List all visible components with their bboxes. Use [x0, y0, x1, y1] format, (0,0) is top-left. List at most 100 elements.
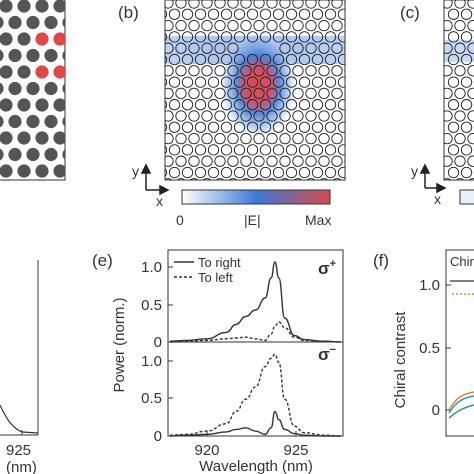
axis-y-label-c: y: [411, 163, 418, 179]
hole: [0, 49, 4, 62]
hole: [168, 121, 181, 133]
hole: [80, 16, 93, 29]
hole: [467, 65, 474, 77]
hole: [53, 164, 65, 178]
hole: [214, 132, 226, 145]
hole: [80, 148, 93, 161]
f-ytick-05: 0.5: [419, 340, 440, 357]
hole: [444, 19, 453, 32]
axis-y-label-b: y: [132, 163, 139, 179]
hole: [181, 53, 194, 66]
hole: [253, 0, 265, 9]
hole: [254, 178, 264, 180]
hole: [194, 31, 207, 43]
hole: [207, 166, 220, 179]
hole: [351, 100, 361, 110]
hole: [266, 132, 278, 145]
hole: [0, 0, 13, 13]
hole: [305, 65, 317, 77]
hole: [364, 167, 374, 177]
hole: [272, 8, 285, 20]
hole: [62, 50, 65, 61]
hole: [272, 166, 285, 179]
hole: [201, 155, 213, 167]
hole: [318, 110, 330, 122]
panel-d: 925 (nm): [0, 260, 39, 474]
hole: [207, 121, 220, 133]
hole: [194, 99, 207, 111]
panel-e-label: (e): [92, 251, 113, 270]
hole: [454, 42, 466, 54]
hole: [240, 110, 252, 122]
hole: [0, 82, 4, 95]
hole: [358, 88, 368, 98]
panel-e-plot: [169, 261, 342, 437]
hole: [62, 83, 65, 94]
hole: [444, 155, 453, 167]
hole: [207, 76, 220, 88]
hole: [292, 19, 304, 32]
hole: [444, 0, 453, 9]
hole: [181, 166, 194, 179]
hole: [165, 122, 168, 132]
hole: [175, 110, 187, 122]
hole: [165, 132, 174, 145]
hole: [201, 87, 213, 100]
hole: [454, 132, 466, 145]
defect-hole: [53, 32, 65, 46]
hole: [337, 53, 345, 66]
hole: [319, 178, 329, 180]
hole: [17, 164, 31, 178]
hole: [228, 178, 238, 180]
hole: [351, 145, 361, 155]
hole: [246, 31, 259, 43]
hole: [324, 99, 337, 111]
hole: [181, 8, 194, 20]
hole: [188, 155, 200, 167]
hole: [266, 19, 278, 32]
hole: [26, 15, 40, 30]
hole: [454, 65, 466, 77]
hole: [80, 49, 93, 62]
hole: [305, 42, 317, 54]
hole: [35, 98, 49, 112]
hole: [71, 164, 84, 177]
hole: [207, 99, 220, 111]
hole: [285, 8, 298, 20]
hole: [298, 31, 311, 43]
hole: [44, 15, 58, 30]
hole: [306, 178, 316, 180]
hole: [279, 65, 291, 77]
hole: [460, 31, 473, 43]
hole: [311, 76, 324, 88]
hole: [259, 8, 272, 20]
hole: [444, 65, 453, 77]
hole: [26, 48, 40, 63]
hole: [358, 111, 368, 121]
hole: [246, 53, 259, 66]
hole: [214, 0, 226, 9]
panel-e-xlabel: Wavelength (nm): [199, 458, 313, 474]
hole: [227, 65, 239, 77]
hole: [175, 65, 187, 77]
hole: [444, 87, 453, 100]
hole: [337, 31, 345, 43]
panel-f: (f) Chiral contrast 1.0 0.5 0 Chir: [373, 249, 474, 437]
hole: [201, 42, 213, 54]
hole: [460, 121, 473, 133]
hole: [324, 76, 337, 88]
hole: [331, 87, 343, 100]
hole: [8, 114, 22, 129]
hole: [447, 144, 460, 156]
hole: [344, 135, 345, 142]
hole: [26, 114, 40, 129]
sigma-plus: σ+: [318, 258, 336, 278]
hole: [298, 99, 311, 111]
hole: [324, 121, 337, 133]
legend-to-right: To right: [198, 255, 241, 270]
hole: [71, 0, 84, 13]
hole: [292, 110, 304, 122]
hole: [467, 132, 474, 145]
hole: [253, 19, 265, 32]
hole: [344, 0, 345, 6]
